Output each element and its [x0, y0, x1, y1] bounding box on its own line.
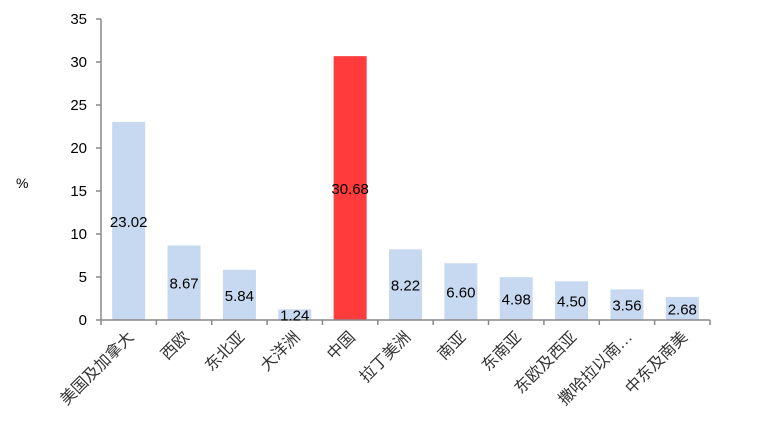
data-label: 3.56	[612, 298, 641, 315]
y-tick-label: 35	[70, 11, 87, 28]
data-label: 1.24	[280, 308, 309, 325]
category-label: 中国	[324, 328, 359, 363]
bar	[499, 277, 533, 320]
y-tick-label: 5	[79, 269, 87, 286]
data-label: 4.98	[502, 292, 531, 309]
y-tick-label: 25	[70, 97, 87, 114]
category-label: 美国及加拿大	[56, 327, 137, 408]
category-label: 大洋洲	[257, 328, 304, 375]
data-label: 6.60	[446, 285, 475, 302]
data-label: 30.68	[331, 181, 369, 198]
data-label: 8.67	[169, 276, 198, 293]
category-label: 东北亚	[202, 328, 249, 375]
y-tick-label: 20	[70, 140, 87, 157]
y-tick-label: 0	[79, 312, 87, 329]
bar	[222, 269, 256, 320]
data-label: 2.68	[668, 301, 697, 318]
y-axis-label: %	[16, 175, 28, 191]
data-label: 4.50	[557, 294, 586, 311]
y-tick-label: 10	[70, 226, 87, 243]
category-label: 东南亚	[478, 328, 525, 375]
bar	[389, 249, 422, 320]
bar	[444, 263, 478, 320]
y-tick-label: 15	[70, 183, 87, 200]
bar	[665, 296, 699, 320]
bar	[610, 289, 644, 320]
bar	[555, 281, 589, 320]
category-label: 南亚	[434, 328, 469, 363]
category-label: 西欧	[158, 328, 193, 363]
data-label: 5.84	[225, 288, 254, 305]
category-label: 拉丁美洲	[356, 328, 414, 386]
data-label: 8.22	[391, 278, 420, 295]
bar	[278, 309, 312, 320]
y-tick-label: 30	[70, 54, 87, 71]
bar	[167, 245, 201, 320]
bar	[112, 122, 146, 320]
data-label: 23.02	[110, 214, 148, 231]
bar	[333, 56, 367, 320]
